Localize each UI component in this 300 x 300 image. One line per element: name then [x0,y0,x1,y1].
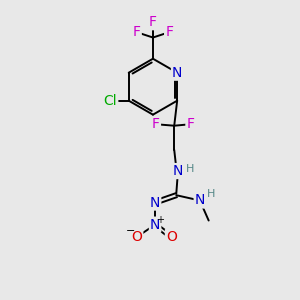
Text: N: N [150,218,160,232]
Text: F: F [186,117,194,131]
Text: O: O [131,230,142,244]
Text: N: N [150,196,160,210]
Text: +: + [156,214,164,225]
Text: H: H [186,164,194,174]
Text: O: O [166,230,177,244]
Text: N: N [172,66,182,80]
Text: F: F [152,117,160,131]
Text: F: F [133,25,141,39]
Text: −: − [126,226,135,236]
Text: N: N [195,194,205,208]
Text: F: F [149,15,157,29]
Text: F: F [165,25,173,39]
Text: N: N [172,164,183,178]
Text: Cl: Cl [104,94,117,108]
Text: H: H [207,189,215,199]
